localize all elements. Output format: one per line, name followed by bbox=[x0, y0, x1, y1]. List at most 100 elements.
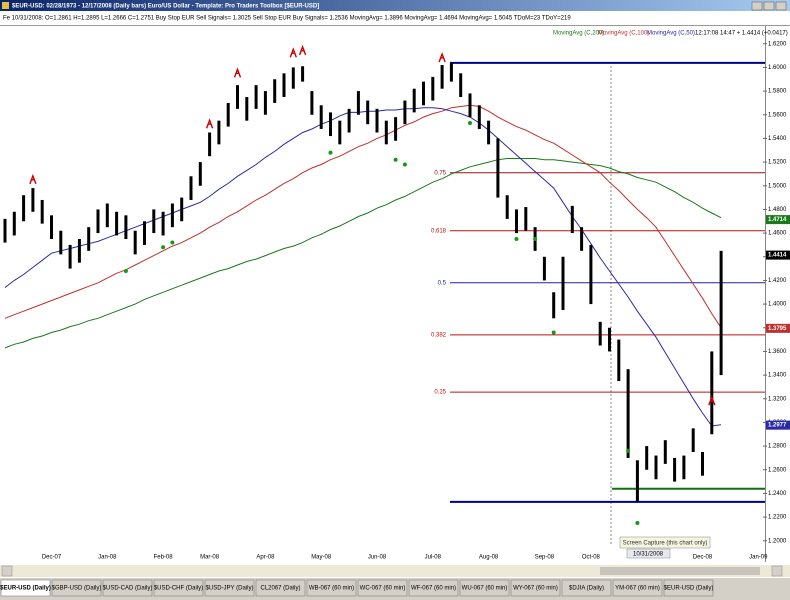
y-tick-label: 1.5400 bbox=[768, 136, 787, 142]
price-bar bbox=[87, 227, 91, 251]
x-tick-label: Jul-08 bbox=[425, 555, 442, 561]
tooltip-box bbox=[619, 536, 711, 549]
price-bar bbox=[77, 239, 81, 263]
tab[interactable] bbox=[663, 579, 714, 597]
price-bar bbox=[143, 221, 146, 245]
cursor-date: 10/31/2008 bbox=[633, 552, 664, 558]
close-button[interactable] bbox=[775, 1, 787, 11]
price-bar bbox=[719, 250, 723, 376]
last-value-label: 1.4414 bbox=[768, 253, 787, 259]
plot-area: 1.20001.22001.24001.26001.28001.30001.32… bbox=[3, 41, 787, 561]
x-tick-label: Jan-08 bbox=[98, 555, 117, 561]
price-bar bbox=[133, 230, 137, 255]
price-bar bbox=[12, 211, 16, 236]
price-bar bbox=[217, 120, 221, 145]
tab[interactable] bbox=[102, 579, 153, 597]
price-bar bbox=[40, 199, 44, 224]
tab-label: WF-067 (60 min) bbox=[411, 586, 456, 592]
tab-label: $USD-CAD (Daily) bbox=[103, 586, 153, 592]
tab-label: WY-067 (60 min) bbox=[513, 586, 558, 592]
last-value-label: 1.2977 bbox=[768, 423, 787, 429]
x-tick-label: May-08 bbox=[311, 555, 332, 561]
tab[interactable] bbox=[612, 579, 663, 597]
price-bar bbox=[152, 209, 156, 234]
y-tick-label: 1.2800 bbox=[768, 444, 787, 450]
tab[interactable] bbox=[561, 579, 612, 597]
last-value-box bbox=[766, 250, 790, 260]
tab[interactable] bbox=[510, 579, 561, 597]
price-bar bbox=[673, 457, 677, 482]
tab-label: $EUR-USD (Daily) bbox=[664, 586, 714, 592]
price-bar bbox=[645, 446, 649, 470]
minimize-button[interactable] bbox=[751, 1, 763, 11]
price-bar bbox=[384, 120, 388, 145]
tab-label: $DJIA (Daily) bbox=[569, 586, 604, 592]
scroll-left[interactable] bbox=[1, 565, 13, 577]
tab[interactable] bbox=[459, 579, 510, 597]
price-bar bbox=[561, 256, 565, 311]
buy-signal bbox=[123, 268, 128, 273]
scroll-thumb[interactable] bbox=[600, 567, 760, 575]
tab[interactable] bbox=[408, 579, 459, 597]
price-bar bbox=[431, 76, 435, 101]
y-tick-label: 1.5200 bbox=[768, 160, 787, 166]
price-bar bbox=[366, 100, 370, 125]
tab[interactable] bbox=[204, 579, 255, 597]
price-bar bbox=[663, 440, 667, 464]
price-bar bbox=[254, 85, 258, 109]
maximize-button[interactable] bbox=[763, 1, 775, 11]
fib-level-label: 0.25 bbox=[434, 390, 446, 396]
price-bar bbox=[487, 120, 491, 145]
fib-level-label: 0.618 bbox=[431, 228, 447, 234]
price-bar bbox=[580, 227, 584, 251]
y-tick-label: 1.6000 bbox=[768, 65, 787, 71]
price-bar bbox=[3, 218, 7, 243]
buy-signal bbox=[514, 237, 519, 242]
price-bar bbox=[105, 203, 109, 228]
x-tick-label: Mar-08 bbox=[200, 555, 220, 561]
x-tick-label: Oct-08 bbox=[582, 555, 601, 561]
tab[interactable] bbox=[51, 579, 102, 597]
tab[interactable] bbox=[153, 579, 204, 597]
price-bar bbox=[329, 112, 332, 137]
buy-signal bbox=[402, 162, 407, 167]
tab[interactable] bbox=[306, 579, 357, 597]
buy-signal bbox=[626, 448, 631, 453]
price-bar bbox=[115, 211, 119, 236]
moving-average-line bbox=[4, 107, 722, 427]
tab-label: $USD-JPY (Daily) bbox=[206, 586, 254, 592]
moving-average-line bbox=[4, 104, 722, 329]
tab[interactable] bbox=[357, 579, 408, 597]
y-tick-label: 1.2600 bbox=[768, 467, 787, 473]
price-bar bbox=[375, 108, 379, 133]
price-bar bbox=[635, 460, 639, 502]
y-tick-label: 1.4000 bbox=[768, 302, 787, 308]
scrollbar[interactable] bbox=[0, 565, 790, 577]
price-bar bbox=[524, 207, 528, 231]
price-bar bbox=[682, 455, 686, 480]
y-tick-label: 1.5000 bbox=[768, 183, 787, 189]
tooltip-text: Screen Capture (this chart only) bbox=[623, 541, 708, 547]
price-bar bbox=[31, 188, 35, 212]
tab[interactable] bbox=[255, 579, 306, 597]
price-bar bbox=[626, 369, 630, 458]
buy-signal bbox=[635, 521, 640, 526]
price-bar bbox=[50, 215, 53, 240]
y-tick-label: 1.3200 bbox=[768, 396, 787, 402]
price-bar bbox=[356, 91, 360, 115]
x-tick-label: Jan-09 bbox=[749, 555, 768, 561]
price-bar bbox=[170, 203, 174, 228]
price-bar bbox=[208, 132, 212, 157]
price-bar bbox=[189, 176, 193, 200]
x-tick-label: Dec-07 bbox=[42, 555, 62, 561]
price-bar bbox=[273, 79, 277, 103]
sell-signal bbox=[289, 47, 297, 58]
scroll-right[interactable] bbox=[771, 565, 783, 577]
price-bar bbox=[22, 195, 26, 222]
y-tick-label: 1.3400 bbox=[768, 373, 787, 379]
price-bar bbox=[180, 197, 184, 222]
app-icon bbox=[2, 2, 9, 9]
tab[interactable] bbox=[0, 579, 51, 597]
tab-label: WB-067 (60 min) bbox=[309, 586, 354, 592]
y-tick-label: 1.5800 bbox=[768, 89, 787, 95]
